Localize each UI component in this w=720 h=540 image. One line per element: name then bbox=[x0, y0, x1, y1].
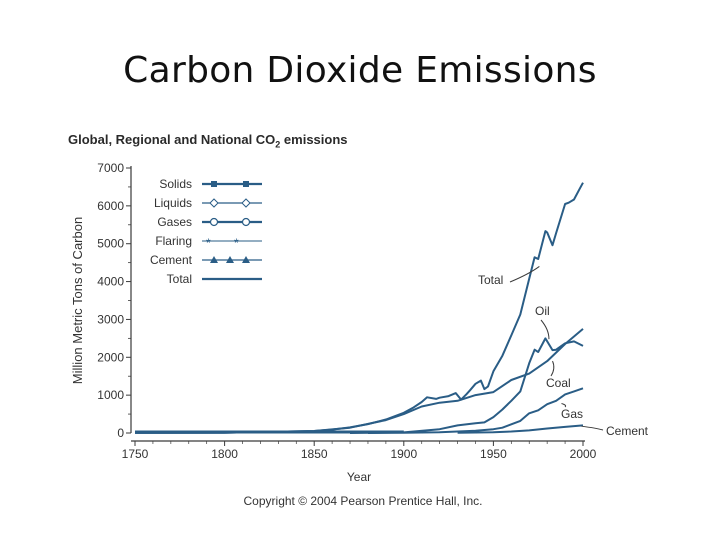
slide-title: Carbon Dioxide Emissions bbox=[123, 50, 597, 91]
annotation-leader bbox=[561, 402, 567, 408]
annotation-label-total: Total bbox=[478, 273, 503, 287]
y-tick-label: 0 bbox=[117, 426, 124, 440]
y-tick-label: 3000 bbox=[97, 312, 124, 326]
legend-marker: * bbox=[234, 236, 239, 250]
annotations-group: Total Oil Coal Gas Cement bbox=[478, 266, 649, 438]
series-line-coal bbox=[134, 328, 584, 434]
chart-title-subscript: 2 bbox=[275, 139, 281, 150]
legend-swatch bbox=[202, 181, 262, 187]
annotation-label-gas: Gas bbox=[561, 407, 583, 421]
y-tick-label: 5000 bbox=[97, 237, 124, 251]
x-tick-label: 1950 bbox=[480, 447, 507, 461]
legend-swatch: * * bbox=[202, 236, 262, 250]
legend-label: Flaring bbox=[155, 234, 192, 248]
annotation-leader bbox=[581, 425, 604, 431]
x-tick-label: 2000 bbox=[570, 447, 597, 461]
series-line-cement bbox=[457, 424, 584, 434]
legend-marker bbox=[243, 181, 249, 187]
legend-label: Gases bbox=[157, 215, 192, 229]
legend-swatch bbox=[202, 217, 262, 227]
legend-marker bbox=[209, 217, 219, 227]
chart-title-tail: emissions bbox=[280, 132, 348, 147]
series-line-gas bbox=[367, 387, 584, 434]
y-tick-label: 2000 bbox=[97, 350, 124, 364]
y-axis-title: Million Metric Tons of Carbon bbox=[70, 217, 85, 384]
legend-marker bbox=[211, 181, 217, 187]
legend-label: Total bbox=[167, 272, 192, 286]
annotation-leader bbox=[540, 319, 550, 340]
y-tick-label: 6000 bbox=[97, 199, 124, 213]
series-group bbox=[134, 182, 584, 434]
annotation-leader bbox=[550, 360, 555, 377]
chart-title-main: Global, Regional and National CO bbox=[68, 132, 276, 147]
legend-label: Solids bbox=[159, 177, 192, 191]
copyright-text: Copyright © 2004 Pearson Prentice Hall, … bbox=[243, 494, 483, 508]
y-tick-label: 1000 bbox=[97, 388, 124, 402]
legend-marker bbox=[241, 217, 251, 227]
x-axis-title: Year bbox=[347, 470, 371, 484]
legend-marker bbox=[226, 256, 234, 263]
legend-marker bbox=[242, 256, 250, 263]
annotation-label-oil: Oil bbox=[535, 304, 550, 318]
x-tick-label: 1750 bbox=[122, 447, 149, 461]
legend-marker bbox=[241, 198, 251, 208]
legend-swatch bbox=[202, 256, 262, 263]
series-line-oil bbox=[349, 337, 584, 434]
annotation-label-coal: Coal bbox=[546, 376, 571, 390]
copyright-notice: Copyright © 2004 Pearson Prentice Hall, … bbox=[0, 494, 720, 508]
legend-label: Cement bbox=[150, 253, 193, 267]
x-tick-label: 1800 bbox=[211, 447, 238, 461]
legend-marker bbox=[210, 256, 218, 263]
legend-marker: * bbox=[206, 236, 211, 250]
annotation-leader bbox=[509, 266, 540, 283]
y-tick-label: 7000 bbox=[97, 161, 124, 175]
annotation-label-cement: Cement bbox=[606, 424, 649, 438]
x-tick-label: 1900 bbox=[390, 447, 417, 461]
y-tick-label: 4000 bbox=[97, 275, 124, 289]
legend-marker bbox=[209, 198, 219, 208]
legend-label: Liquids bbox=[154, 196, 192, 210]
axes-group: 0 1000 2000 3000 4000 5000 6000 7000 1750 1800 185… bbox=[70, 161, 597, 484]
legend-swatch bbox=[202, 198, 262, 208]
x-tick-label: 1850 bbox=[301, 447, 328, 461]
chart-title: Global, Regional and National CO2 emissi… bbox=[68, 132, 348, 150]
